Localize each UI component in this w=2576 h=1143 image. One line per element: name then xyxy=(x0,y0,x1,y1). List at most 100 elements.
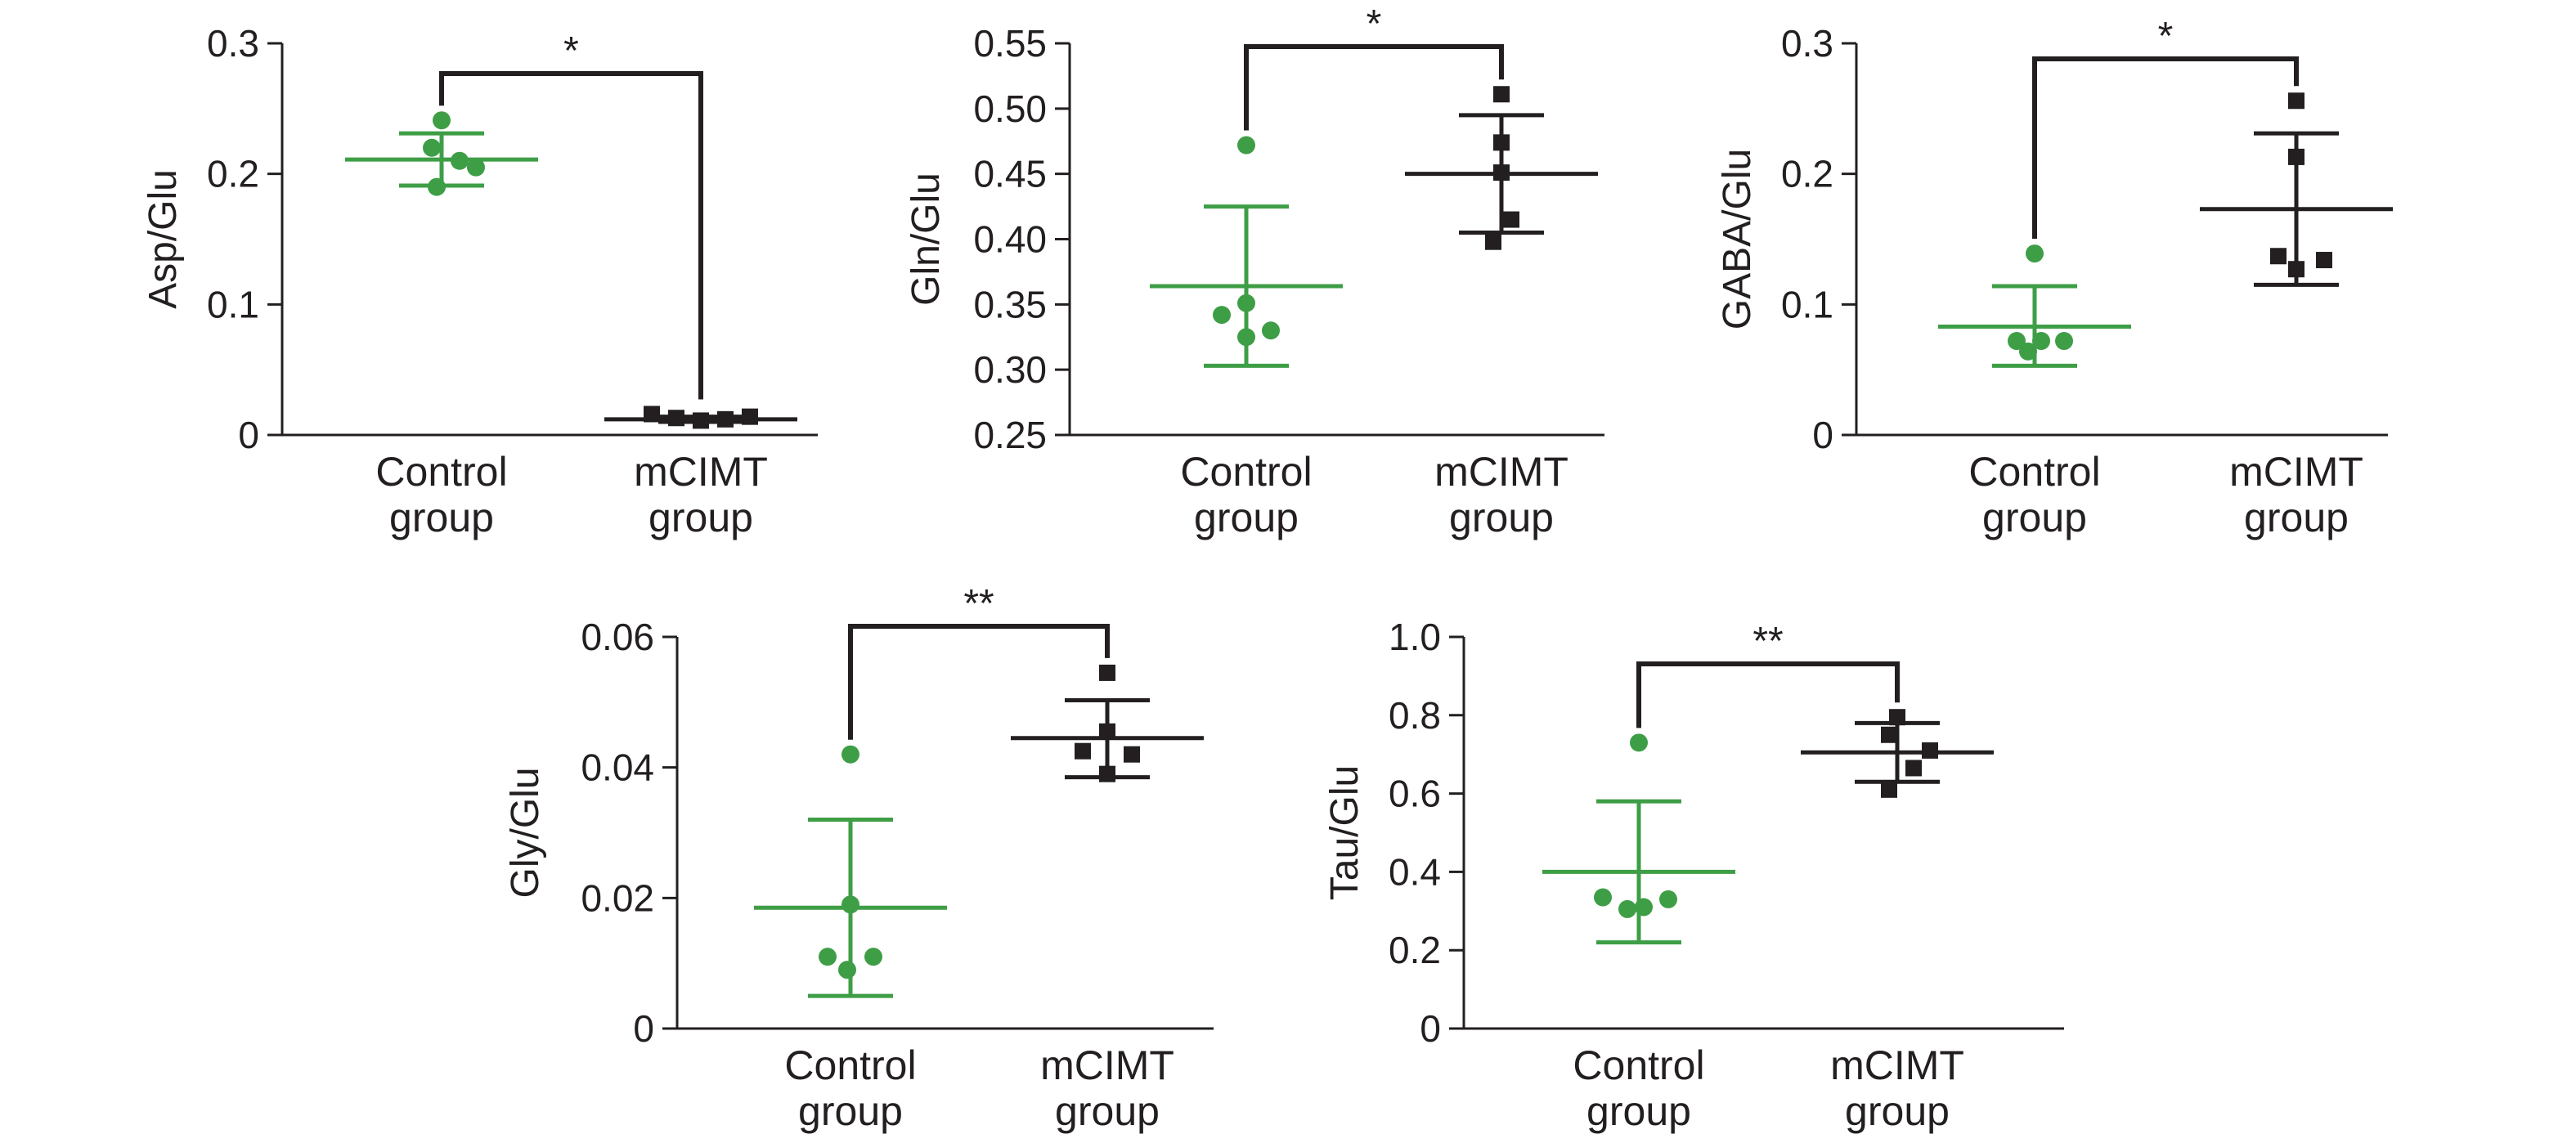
category-label-mcimt: group xyxy=(1055,1088,1160,1134)
data-point xyxy=(2270,248,2287,265)
data-point xyxy=(841,895,859,914)
data-point xyxy=(644,406,660,423)
data-point xyxy=(2026,244,2044,263)
category-label-control: group xyxy=(389,495,494,540)
significance-label: * xyxy=(2158,15,2174,58)
y-tick-label: 0.25 xyxy=(973,414,1047,456)
y-tick-label: 0.1 xyxy=(207,283,259,325)
data-point xyxy=(819,948,837,966)
significance-label: * xyxy=(1367,2,1382,46)
category-label-control: group xyxy=(1982,495,2087,540)
significance-label: * xyxy=(563,29,579,73)
bracket-line xyxy=(1244,44,1504,131)
data-point xyxy=(1889,709,1905,726)
y-tick-label: 0.35 xyxy=(973,283,1047,325)
category-label-mcimt: group xyxy=(648,495,753,540)
y-axis-title: Gly/Glu xyxy=(504,767,547,898)
series-mcimt xyxy=(1405,86,1598,250)
series-mcimt xyxy=(2200,92,2393,287)
y-axis-title: Tau/Glu xyxy=(1323,765,1367,900)
data-point xyxy=(1124,746,1140,763)
y-tick-label: 0 xyxy=(633,1007,654,1050)
category-label-mcimt: mCIMT xyxy=(634,449,768,495)
data-point xyxy=(1213,306,1231,325)
data-point xyxy=(1237,136,1255,155)
y-tick-label: 0.02 xyxy=(581,876,654,919)
data-point xyxy=(864,948,882,966)
category-label-control: Control xyxy=(784,1042,916,1088)
bracket-line xyxy=(848,624,1110,740)
data-point xyxy=(2055,332,2073,351)
category-label-control: Control xyxy=(1573,1042,1704,1088)
data-point xyxy=(1237,294,1255,312)
category-label-mcimt: mCIMT xyxy=(1434,449,1568,495)
y-tick-label: 0.50 xyxy=(973,87,1047,130)
category-label-mcimt: group xyxy=(2244,495,2349,540)
category-label-mcimt: group xyxy=(1449,495,1554,540)
panel-gly: 00.020.040.06Gly/GluControlgroupmCIMTgro… xyxy=(504,582,1214,1134)
category-label-control: group xyxy=(1586,1088,1691,1134)
data-point xyxy=(717,410,734,428)
y-axis-title: Asp/Glu xyxy=(141,169,185,309)
series-control xyxy=(345,111,538,196)
y-tick-label: 0.3 xyxy=(207,22,259,65)
data-point xyxy=(433,111,451,130)
series-mcimt xyxy=(1801,709,1994,798)
significance-bracket: ** xyxy=(848,582,1110,740)
data-point xyxy=(2019,342,2037,361)
category-label-mcimt: mCIMT xyxy=(2229,449,2363,495)
data-point xyxy=(1099,765,1115,782)
category-label-mcimt: group xyxy=(1845,1088,1950,1134)
category-label-control: group xyxy=(798,1088,903,1134)
significance-label: ** xyxy=(963,582,994,625)
category-label-mcimt: mCIMT xyxy=(1040,1042,1174,1088)
data-point xyxy=(1485,233,1501,250)
data-point xyxy=(1262,321,1280,340)
data-point xyxy=(1503,211,1519,228)
y-tick-label: 0.8 xyxy=(1389,694,1441,737)
data-point xyxy=(838,961,856,979)
significance-bracket: * xyxy=(2032,15,2299,240)
significance-bracket: ** xyxy=(1636,620,1900,728)
data-point xyxy=(1630,733,1648,752)
significance-label: ** xyxy=(1752,620,1783,663)
category-label-mcimt: mCIMT xyxy=(1830,1042,1964,1088)
significance-bracket: * xyxy=(439,29,703,400)
panel-gln: 0.25 0.30 0.35 0.40 0.45 0.50 0.55 Gln/Glu Contr… xyxy=(904,2,1604,540)
data-point xyxy=(428,177,446,196)
data-point xyxy=(1635,898,1653,917)
y-tick-label: 0.3 xyxy=(1781,22,1833,65)
data-point xyxy=(1594,888,1612,907)
data-point xyxy=(1881,726,1897,743)
y-tick-label: 0.2 xyxy=(207,153,259,195)
y-tick-label: 0.55 xyxy=(973,22,1047,65)
data-point xyxy=(1099,664,1115,681)
y-tick-label: 1.0 xyxy=(1389,616,1441,658)
data-point xyxy=(1237,328,1255,347)
panel-tau: 00.20.40.60.81.0Tau/GluControlgroupmCIMT… xyxy=(1323,616,2064,1134)
y-tick-label: 0.45 xyxy=(973,153,1047,195)
y-tick-label: 0.2 xyxy=(1389,929,1441,971)
bracket-line xyxy=(1636,661,1900,728)
series-control xyxy=(1542,733,1735,945)
data-point xyxy=(2288,92,2304,110)
data-point xyxy=(1618,899,1636,918)
y-tick-label: 0.1 xyxy=(1781,283,1833,325)
panel-gaba: 00.10.20.3GABA/GluControlgroupmCIMTgroup… xyxy=(1716,15,2393,540)
series-control xyxy=(1150,136,1343,368)
data-point xyxy=(1493,86,1510,103)
data-point xyxy=(2008,332,2026,351)
y-tick-label: 0 xyxy=(238,414,259,456)
data-point xyxy=(1493,164,1510,182)
data-point xyxy=(2288,261,2304,278)
y-tick-label: 0 xyxy=(1420,1007,1441,1050)
data-point xyxy=(668,410,684,427)
y-tick-label: 0.04 xyxy=(581,746,654,789)
data-point xyxy=(1905,760,1922,777)
y-tick-label: 0 xyxy=(1812,414,1833,456)
y-tick-label: 0.2 xyxy=(1781,153,1833,195)
data-point xyxy=(1099,723,1115,740)
data-point xyxy=(693,412,709,429)
category-label-control: Control xyxy=(1180,449,1312,495)
